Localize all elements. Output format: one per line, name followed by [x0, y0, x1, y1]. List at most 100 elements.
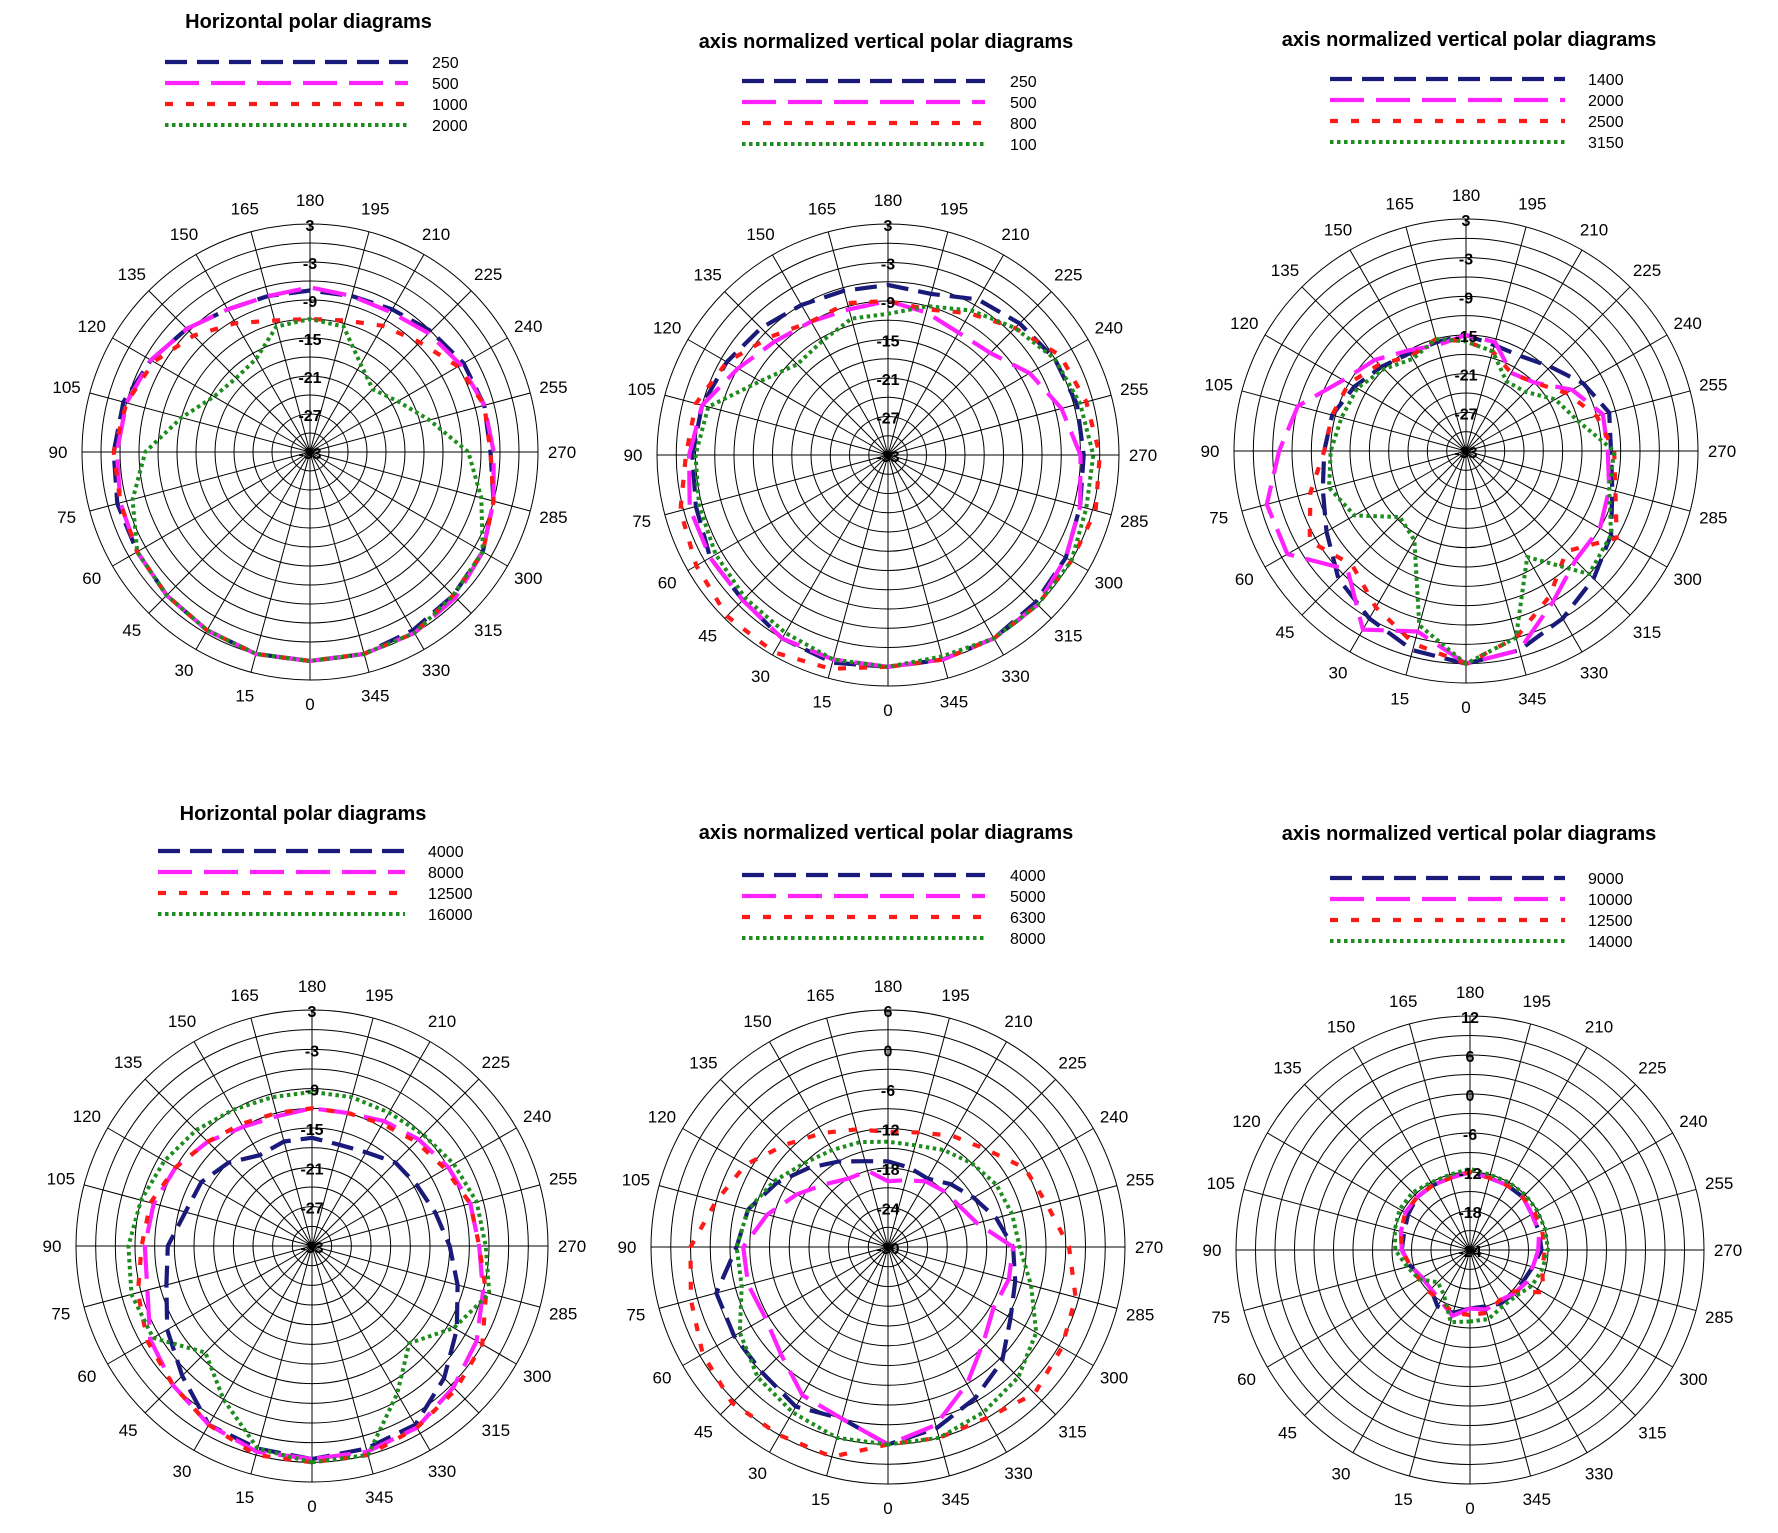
- angle-label: 240: [1679, 1112, 1707, 1131]
- radial-tick-label: -21: [1454, 368, 1477, 385]
- legend-label-1400: 1400: [1588, 72, 1624, 89]
- angle-label: 315: [482, 1421, 510, 1440]
- legend-label-12500: 12500: [1588, 913, 1633, 930]
- grid-spoke: [887, 454, 1089, 571]
- angle-label: 315: [1054, 626, 1082, 645]
- series-line-250: [690, 282, 1086, 669]
- grid-spoke: [309, 254, 425, 453]
- radial-tick-label: 0: [884, 1044, 893, 1061]
- angle-label: 330: [422, 661, 450, 680]
- angle-label: 75: [57, 508, 76, 527]
- radial-tick-label: 3: [1462, 213, 1471, 230]
- grid-spoke: [1469, 1188, 1697, 1251]
- angle-label: 345: [365, 1488, 393, 1507]
- angle-label: 210: [422, 225, 450, 244]
- grid-spoke: [309, 451, 508, 567]
- angle-label: 180: [874, 191, 902, 210]
- series-line-100: [693, 304, 1096, 669]
- angle-label: 60: [1235, 570, 1254, 589]
- angle-label: 345: [940, 692, 968, 711]
- angle-label: 120: [1230, 314, 1258, 333]
- grid-spoke: [1465, 450, 1527, 676]
- grid-spoke: [827, 454, 889, 679]
- angle-label: 180: [1456, 983, 1484, 1002]
- angle-label: 240: [1100, 1108, 1128, 1127]
- grid-spoke: [1352, 1047, 1471, 1251]
- radial-tick-label: -12: [1458, 1166, 1481, 1183]
- angle-label: 330: [1004, 1464, 1032, 1483]
- radial-tick-label: -6: [1463, 1127, 1477, 1144]
- angle-label: 300: [523, 1367, 551, 1386]
- grid-spoke: [826, 1017, 889, 1248]
- angle-label: 150: [1324, 220, 1352, 239]
- grid-spoke: [1465, 450, 1668, 568]
- polar-grid: [656, 223, 1120, 687]
- series-line-2000: [130, 317, 485, 663]
- grid-spoke: [887, 454, 1112, 516]
- angle-label: 225: [1054, 266, 1082, 285]
- polar-chart-5: axis normalized vertical polar diagrams 4…: [618, 822, 1164, 1518]
- angle-label: 45: [122, 621, 141, 640]
- grid-spoke: [1264, 334, 1467, 452]
- angle-label: 225: [1633, 261, 1661, 280]
- angle-label: 255: [1120, 380, 1148, 399]
- angle-label: 165: [1389, 992, 1417, 1011]
- grid-spoke: [887, 231, 949, 456]
- grid-spoke: [250, 451, 311, 673]
- grid-spoke: [309, 451, 370, 673]
- angle-label: 285: [1699, 508, 1727, 527]
- angle-label: 30: [748, 1464, 767, 1483]
- grid-spoke: [309, 451, 472, 614]
- angle-label: 135: [1273, 1059, 1301, 1078]
- angle-label: 330: [1580, 664, 1608, 683]
- radial-tick-label: -6: [881, 1083, 895, 1100]
- grid-spoke: [309, 392, 531, 453]
- radial-tick-label: 3: [306, 218, 315, 235]
- grid-spoke: [311, 1245, 480, 1414]
- angle-label: 90: [1201, 442, 1220, 461]
- grid-spoke: [887, 454, 949, 679]
- grid-spoke: [250, 1245, 313, 1475]
- grid-spoke: [1469, 1023, 1532, 1251]
- grid-spoke: [1267, 1249, 1471, 1368]
- radial-tick-label: -27: [1454, 406, 1477, 423]
- grid-spoke: [89, 451, 311, 512]
- grid-spoke: [1405, 450, 1467, 676]
- grid-spoke: [1267, 1132, 1471, 1251]
- legend-label-500: 500: [432, 76, 459, 93]
- grid-spoke: [148, 451, 311, 614]
- angle-label: 0: [307, 1497, 316, 1516]
- angle-label: 195: [941, 986, 969, 1005]
- grid-spoke: [769, 1041, 889, 1248]
- radial-tick-label: -30: [876, 1241, 899, 1258]
- grid-spoke: [195, 254, 311, 453]
- angle-label: 345: [941, 1490, 969, 1509]
- polar-chart-2: axis normalized vertical polar diagrams 2…: [624, 31, 1158, 720]
- angle-label: 60: [653, 1369, 672, 1388]
- angle-label: 15: [813, 692, 832, 711]
- legend-label-4000: 4000: [1010, 868, 1046, 885]
- angle-label: 30: [1329, 664, 1348, 683]
- grid-spoke: [311, 1017, 374, 1247]
- angle-label: 120: [653, 319, 681, 338]
- radial-tick-label: -33: [298, 446, 321, 463]
- angle-label: 270: [548, 443, 576, 462]
- polar-chart-1: Horizontal polar diagrams 250 500 1000 2000 1…: [49, 11, 577, 714]
- angle-label: 225: [482, 1053, 510, 1072]
- grid-spoke: [769, 1246, 889, 1453]
- legend-label-800: 800: [1010, 116, 1037, 133]
- radial-tick-label: 3: [308, 1004, 317, 1021]
- angle-label: 315: [1633, 623, 1661, 642]
- legend-label-500: 500: [1010, 95, 1037, 112]
- radial-tick-label: -3: [1459, 252, 1473, 269]
- angle-label: 105: [628, 380, 656, 399]
- grid-spoke: [1469, 1249, 1697, 1312]
- angle-label: 150: [170, 225, 198, 244]
- radial-tick-label: -33: [1454, 445, 1477, 462]
- radial-tick-label: -9: [303, 294, 317, 311]
- chart-title: axis normalized vertical polar diagrams: [1282, 823, 1657, 845]
- grid-spoke: [1349, 450, 1467, 653]
- grid-spoke: [311, 1245, 431, 1451]
- grid-spoke: [1243, 1188, 1471, 1251]
- grid-spoke: [1241, 450, 1467, 512]
